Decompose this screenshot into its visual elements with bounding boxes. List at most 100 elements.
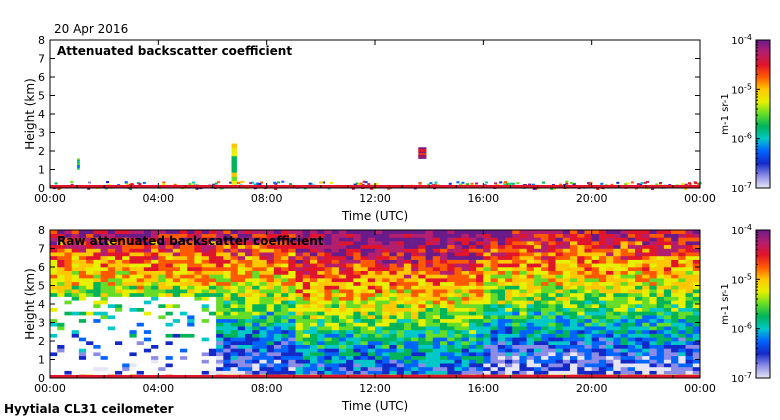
heatmap-cell bbox=[281, 352, 289, 357]
heatmap-cell bbox=[346, 348, 354, 353]
heatmap-cell bbox=[281, 180, 285, 183]
heatmap-cell bbox=[598, 274, 607, 279]
heatmap-cell bbox=[331, 344, 340, 349]
heatmap-cell bbox=[187, 244, 195, 249]
heatmap-cell bbox=[505, 255, 513, 260]
heatmap-cell bbox=[440, 337, 448, 342]
heatmap-cell bbox=[678, 296, 686, 301]
heatmap-cell bbox=[64, 359, 72, 364]
heatmap-cell bbox=[100, 322, 109, 327]
heatmap-cell bbox=[86, 244, 94, 249]
heatmap-cell bbox=[411, 230, 419, 234]
heatmap-cell bbox=[396, 263, 405, 268]
heatmap-cell bbox=[440, 359, 448, 364]
heatmap-cell bbox=[288, 296, 296, 301]
heatmap-cell bbox=[158, 307, 166, 312]
heatmap-cell bbox=[338, 252, 347, 257]
y-tick-label: 6 bbox=[38, 261, 45, 274]
heatmap-cell bbox=[78, 292, 87, 297]
heatmap-cell bbox=[151, 315, 159, 320]
heatmap-cell bbox=[636, 183, 640, 186]
heatmap-cell bbox=[584, 241, 592, 246]
heatmap-cell bbox=[331, 304, 340, 308]
heatmap-cell bbox=[635, 296, 643, 301]
heatmap-cell bbox=[151, 289, 159, 294]
heatmap-cell bbox=[656, 285, 665, 290]
heatmap-cell bbox=[440, 318, 448, 323]
heatmap-cell bbox=[555, 341, 564, 345]
heatmap-cell bbox=[122, 300, 130, 305]
heatmap-cell bbox=[418, 318, 426, 323]
heatmap-cell bbox=[122, 296, 130, 301]
heatmap-cell bbox=[245, 259, 253, 264]
heatmap-cell bbox=[338, 304, 347, 308]
heatmap-cell bbox=[100, 289, 109, 294]
heatmap-cell bbox=[136, 333, 145, 338]
heatmap-cell bbox=[367, 183, 371, 186]
heatmap-cell bbox=[129, 348, 137, 353]
heatmap-cell bbox=[570, 359, 578, 364]
heatmap-cell bbox=[526, 300, 535, 305]
heatmap-cell bbox=[671, 344, 679, 349]
heatmap-cell bbox=[382, 248, 390, 253]
heatmap-cell bbox=[194, 311, 202, 316]
heatmap-cell bbox=[288, 244, 296, 249]
heatmap-cell bbox=[107, 304, 116, 308]
heatmap-cell bbox=[598, 292, 607, 297]
heatmap-cell bbox=[158, 255, 166, 260]
heatmap-cell bbox=[562, 263, 571, 268]
heatmap-cell bbox=[310, 344, 318, 349]
heatmap-cell bbox=[598, 355, 607, 360]
heatmap-cell bbox=[288, 300, 296, 305]
heatmap-cell bbox=[440, 267, 448, 271]
heatmap-cell bbox=[447, 255, 455, 260]
heatmap-cell bbox=[375, 341, 383, 345]
heatmap-cell bbox=[223, 348, 231, 353]
heatmap-cell bbox=[613, 344, 621, 349]
heatmap-cell bbox=[194, 315, 202, 320]
heatmap-cell bbox=[136, 315, 145, 320]
heatmap-cell bbox=[230, 315, 239, 320]
heatmap-cell bbox=[172, 296, 181, 301]
heatmap-cell bbox=[346, 270, 354, 275]
heatmap-cell bbox=[353, 318, 361, 323]
heatmap-cell bbox=[245, 307, 253, 312]
heatmap-cell bbox=[656, 278, 665, 283]
heatmap-cell bbox=[411, 337, 419, 342]
heatmap-cell bbox=[71, 315, 80, 320]
heatmap-cell bbox=[396, 270, 405, 275]
heatmap-cell bbox=[107, 292, 116, 297]
heatmap-cell bbox=[57, 274, 65, 279]
colorbar-tick-label: 10-6 bbox=[731, 322, 752, 336]
heatmap-cell bbox=[151, 274, 159, 279]
heatmap-cell bbox=[143, 300, 152, 305]
heatmap-cell bbox=[396, 341, 405, 345]
heatmap-cell bbox=[259, 359, 267, 364]
heatmap-cell bbox=[230, 252, 239, 257]
heatmap-cell bbox=[519, 300, 527, 305]
heatmap-cell bbox=[165, 274, 174, 279]
heatmap-cell bbox=[230, 311, 239, 316]
heatmap-cell bbox=[93, 241, 101, 246]
heatmap-cell bbox=[584, 329, 592, 334]
heatmap-cell bbox=[620, 311, 629, 316]
heatmap-cell bbox=[338, 329, 347, 334]
heatmap-cell bbox=[266, 244, 275, 249]
heatmap-cell bbox=[129, 366, 137, 371]
heatmap-cell bbox=[425, 237, 434, 242]
heatmap-cell bbox=[533, 344, 542, 349]
heatmap-cell bbox=[237, 315, 246, 320]
heatmap-cell bbox=[180, 363, 188, 368]
heatmap-cell bbox=[448, 182, 452, 185]
heatmap-cell bbox=[584, 363, 592, 368]
heatmap-cell bbox=[129, 322, 137, 327]
heatmap-cell bbox=[180, 252, 188, 257]
heatmap-cell bbox=[627, 296, 636, 301]
heatmap-cell bbox=[245, 315, 253, 320]
cloud-feature bbox=[77, 165, 80, 167]
heatmap-cell bbox=[107, 355, 116, 360]
heatmap-cell bbox=[100, 326, 109, 331]
heatmap-cell bbox=[93, 267, 101, 271]
heatmap-cell bbox=[375, 281, 383, 286]
heatmap-cell bbox=[671, 318, 679, 323]
